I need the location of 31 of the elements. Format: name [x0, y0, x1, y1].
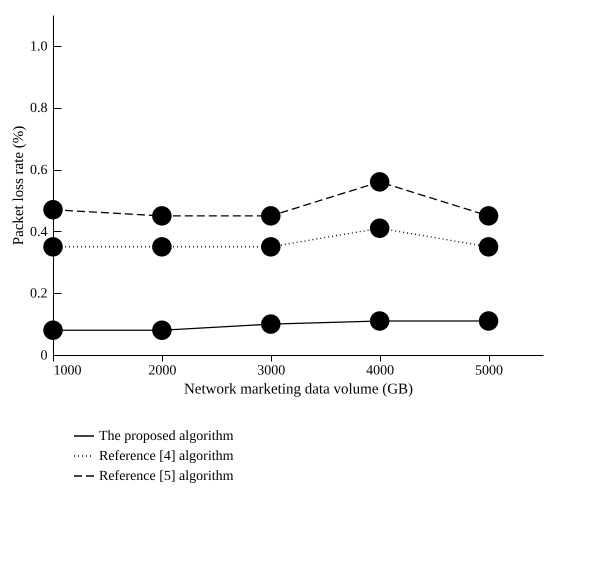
- point: [43, 320, 63, 340]
- y-tick-label: 0.2: [30, 286, 48, 302]
- point: [370, 218, 390, 238]
- x-tick-label: 1000: [54, 364, 82, 378]
- legend-label: The proposed algorithm: [99, 429, 234, 444]
- point: [261, 206, 281, 226]
- x-tick-label: 3000: [257, 364, 286, 378]
- point: [478, 237, 498, 257]
- point: [152, 206, 172, 226]
- point: [261, 314, 281, 334]
- x-axis-title: Network marketing data volume (GB): [184, 382, 414, 398]
- legend-label: Reference [5] algorithm: [99, 469, 234, 484]
- point: [261, 237, 281, 257]
- legend-label: Reference [4] algorithm: [99, 449, 234, 464]
- point: [370, 172, 390, 192]
- point: [370, 311, 390, 331]
- point: [478, 206, 498, 226]
- y-tick-label: 0.4: [30, 224, 48, 240]
- x-tick-label: 4000: [366, 364, 394, 378]
- point: [152, 320, 172, 340]
- x-tick-label: 5000: [475, 364, 504, 378]
- point: [43, 237, 63, 257]
- point: [43, 200, 63, 220]
- point: [478, 311, 498, 331]
- y-tick-label: 0: [40, 348, 48, 364]
- y-axis-title: Packet loss rate (%): [11, 126, 27, 246]
- point: [152, 237, 172, 257]
- y-tick-label: 1.0: [30, 39, 48, 54]
- y-tick-label: 0.8: [30, 101, 48, 116]
- y-tick-label: 0.6: [30, 163, 48, 178]
- x-tick-label: 2000: [148, 364, 176, 378]
